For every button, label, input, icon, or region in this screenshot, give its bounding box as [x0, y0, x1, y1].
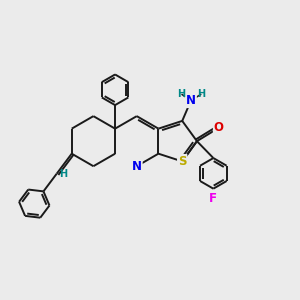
Text: H: H	[177, 89, 186, 99]
Text: F: F	[209, 192, 217, 205]
Text: N: N	[186, 94, 196, 107]
Text: H: H	[197, 89, 205, 99]
Text: O: O	[214, 121, 224, 134]
Text: H: H	[59, 169, 67, 179]
Text: S: S	[178, 155, 187, 168]
Text: N: N	[132, 160, 142, 173]
